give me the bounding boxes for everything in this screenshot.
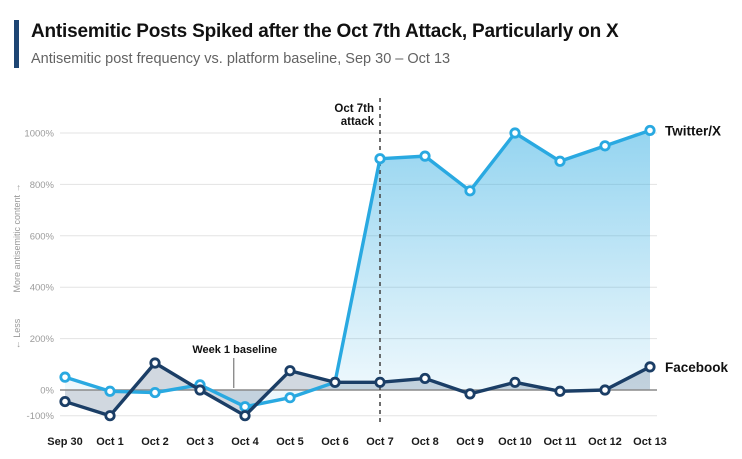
- x-tick-label: Oct 3: [186, 436, 214, 448]
- y-tick-label: -100%: [27, 411, 55, 422]
- x-tick-label: Oct 6: [321, 436, 349, 448]
- series-lines: [59, 124, 656, 422]
- x-tick-label: Oct 11: [543, 436, 576, 448]
- facebook-point-oct-10: [509, 376, 521, 388]
- chart-header: Antisemitic Posts Spiked after the Oct 7…: [14, 20, 731, 68]
- twitter-point-oct-7: [374, 153, 386, 165]
- x-tick-label: Oct 7: [366, 436, 394, 448]
- attack-annotation-label: attack: [341, 116, 375, 128]
- facebook-point-oct-5: [284, 365, 296, 377]
- twitter-point-oct-12: [599, 140, 611, 152]
- facebook-point-oct-13: [644, 361, 656, 373]
- twitter-point-oct-8: [419, 150, 431, 162]
- y-tick-label: 0%: [40, 386, 54, 397]
- x-tick-label: Oct 4: [231, 436, 259, 448]
- twitter-line: [63, 128, 652, 409]
- y-tick-label: 400%: [30, 283, 55, 294]
- x-tick-label: Oct 1: [96, 436, 124, 448]
- facebook-line: [63, 361, 652, 418]
- x-tick-label: Sep 30: [47, 436, 82, 448]
- x-tick-label: Oct 12: [588, 436, 622, 448]
- y-axis-caption-less: ← Less: [12, 318, 22, 349]
- facebook-point-oct-11: [554, 385, 566, 397]
- facebook-point-oct-7: [374, 376, 386, 388]
- facebook-point-oct-2: [149, 357, 161, 369]
- baseline-annotation-label: Week 1 baseline: [192, 344, 277, 356]
- twitter-area-fill: [65, 130, 650, 407]
- x-tick-label: Oct 8: [411, 436, 439, 448]
- facebook-point-oct-9: [464, 388, 476, 400]
- twitter-point-oct-2: [149, 386, 161, 399]
- facebook-series-label: Facebook: [665, 360, 729, 375]
- axis-labels: 1000% 800% 600% 400% 200% 0% -100% Twitter/X Fac…: [12, 123, 729, 448]
- twitter-point-oct-13: [644, 124, 656, 137]
- attack-annotation-label: Oct 7th: [334, 103, 374, 115]
- y-tick-label: 1000%: [24, 129, 54, 140]
- twitter-point-oct-4: [239, 401, 251, 413]
- twitter-point-sep-30: [59, 371, 71, 383]
- facebook-point-oct-12: [599, 384, 611, 396]
- y-axis-caption-more: More antisemitic content →: [12, 183, 22, 292]
- twitter-point-oct-5: [284, 392, 296, 404]
- page-subtitle: Antisemitic post frequency vs. platform …: [31, 51, 451, 67]
- facebook-point-oct-8: [419, 372, 431, 385]
- x-tick-label: Oct 9: [456, 436, 484, 448]
- twitter-series-label: Twitter/X: [665, 123, 721, 138]
- twitter-point-oct-9: [464, 185, 476, 197]
- y-tick-label: 800%: [30, 180, 55, 191]
- x-tick-label: Oct 5: [276, 436, 304, 448]
- x-tick-label: Oct 10: [498, 436, 532, 448]
- page-title: Antisemitic Posts Spiked after the Oct 7…: [31, 21, 619, 42]
- facebook-point-oct-4: [239, 410, 251, 422]
- facebook-point-oct-6: [329, 376, 341, 388]
- twitter-point-oct-10: [509, 127, 521, 139]
- facebook-point-oct-1: [104, 410, 116, 422]
- x-tick-label: Oct 2: [141, 436, 169, 448]
- y-tick-label: 600%: [30, 231, 55, 242]
- twitter-point-oct-1: [104, 385, 116, 397]
- twitter-point-oct-11: [554, 155, 566, 167]
- y-tick-label: 200%: [30, 334, 55, 345]
- facebook-point-sep-30: [59, 395, 71, 408]
- facebook-point-oct-3: [194, 384, 206, 396]
- x-tick-label: Oct 13: [633, 436, 667, 448]
